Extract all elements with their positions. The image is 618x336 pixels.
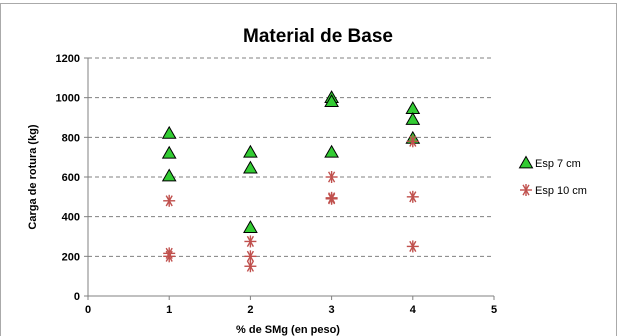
x-tick-label: 0 xyxy=(85,304,91,316)
data-point-series-1 xyxy=(406,190,419,203)
legend-marker-1 xyxy=(520,184,532,196)
data-point-series-0 xyxy=(405,111,421,125)
data-point-series-1 xyxy=(163,194,176,207)
data-point-series-0 xyxy=(324,144,339,158)
data-point-series-0 xyxy=(161,145,177,159)
x-tick-label: 3 xyxy=(329,304,335,316)
plot-area: 0 200 400 600 800 1000 1200 0 1 2 3 4 5 xyxy=(56,53,498,316)
data-point-series-0 xyxy=(324,94,339,108)
data-point-series-1 xyxy=(325,191,338,204)
legend-label-0: Esp 7 cm xyxy=(535,158,581,170)
x-tick-label: 2 xyxy=(247,304,253,316)
y-tick-label: 600 xyxy=(62,172,80,184)
data-point-series-1 xyxy=(244,250,257,263)
x-tick-label: 4 xyxy=(410,304,417,316)
y-tick-label: 200 xyxy=(62,251,80,263)
x-axis-label: % de SMg (en peso) xyxy=(236,324,340,336)
data-point-series-1 xyxy=(244,260,257,273)
data-point-series-0 xyxy=(161,125,177,139)
legend-label-1: Esp 10 cm xyxy=(535,185,587,197)
data-point-series-1 xyxy=(244,235,257,248)
chart-frame xyxy=(0,3,617,336)
x-tick-label: 1 xyxy=(166,304,172,316)
y-tick-label: 800 xyxy=(62,132,80,144)
chart-title: Material de Base xyxy=(243,26,393,47)
data-point-series-0 xyxy=(243,220,258,233)
data-point-series-1 xyxy=(406,240,419,253)
y-tick-label: 400 xyxy=(62,212,80,224)
data-point-series-0 xyxy=(161,168,177,182)
y-tick-label: 1000 xyxy=(56,93,80,105)
data-point-series-0 xyxy=(243,160,258,174)
data-point-series-1 xyxy=(406,135,419,148)
y-tick-label: 0 xyxy=(74,291,80,303)
data-point-series-1 xyxy=(163,250,176,263)
y-tick-label: 1200 xyxy=(56,53,80,65)
y-axis-label: Carga de rotura (kg) xyxy=(27,124,39,229)
legend: Esp 7 cm Esp 10 cm xyxy=(518,155,587,197)
data-point-series-1 xyxy=(325,171,338,183)
legend-marker-0 xyxy=(518,155,534,169)
x-tick-label: 5 xyxy=(491,304,497,316)
data-point-series-0 xyxy=(243,144,258,158)
